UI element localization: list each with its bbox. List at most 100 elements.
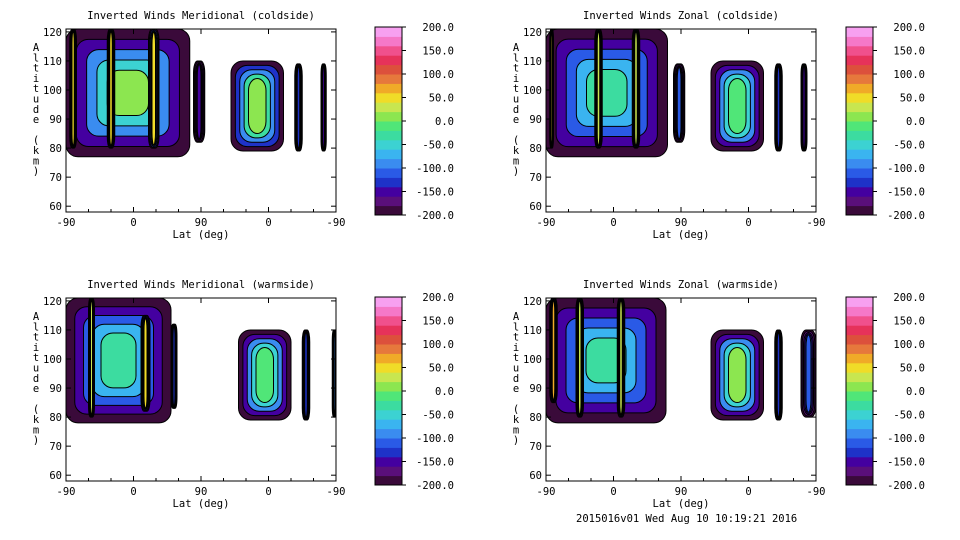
- colorbar-tick-label: 150.0: [422, 46, 454, 58]
- colorbar-swatch: [846, 372, 873, 383]
- colorbar-tick-label: 50.0: [900, 93, 925, 105]
- colorbar-swatch: [375, 391, 402, 401]
- data-layer: [546, 29, 808, 158]
- colorbar-swatch: [375, 334, 402, 345]
- data-band-6-ring-4: [805, 334, 812, 413]
- chart-panel-3: Inverted Winds Zonal (warmside) -90 0 90 0 -9…: [513, 279, 925, 510]
- colorbar-swatch: [846, 196, 873, 207]
- x-tick-label: -90: [57, 217, 76, 229]
- colorbar-tick-label: 0.0: [435, 116, 454, 128]
- colorbar-swatch: [846, 149, 873, 160]
- x-tick-label: 90: [195, 217, 208, 229]
- colorbar-swatch: [375, 409, 402, 420]
- chart-title: Inverted Winds Zonal (coldside): [583, 10, 779, 22]
- colorbar-swatch: [375, 362, 402, 373]
- colorbar-swatch: [375, 306, 402, 317]
- colorbar-swatch: [846, 325, 873, 336]
- colorbar-tick-label: -50.0: [422, 410, 454, 422]
- colorbar-swatch: [375, 186, 402, 197]
- y-tick-label: 80: [49, 412, 62, 424]
- chart-panel-1: Inverted Winds Zonal (coldside) -90 0 90 0 -9…: [513, 10, 925, 241]
- y-tick-label: 90: [529, 383, 542, 395]
- colorbar-swatch: [846, 353, 873, 364]
- x-tick-label: 0: [610, 217, 616, 229]
- colorbar-swatch: [846, 186, 873, 197]
- y-tick-label: 100: [43, 85, 62, 97]
- y-tick-label: 120: [43, 296, 62, 308]
- colorbar-tick-label: -100.0: [416, 163, 454, 175]
- colorbar-swatch: [846, 297, 873, 307]
- y-tick-label: 60: [529, 201, 542, 213]
- colorbar-swatch: [375, 74, 402, 84]
- data-band-4-ring-4: [196, 64, 202, 140]
- colorbar-swatch: [375, 102, 402, 113]
- colorbar-swatch: [846, 27, 873, 37]
- colorbar-swatch: [375, 456, 402, 467]
- colorbar-tick-label: -150.0: [416, 457, 454, 469]
- colorbar-swatch: [846, 419, 873, 430]
- data-band-7-ring-4: [322, 65, 325, 150]
- colorbar-tick-label: 100.0: [422, 339, 454, 351]
- colorbar-swatch: [375, 139, 402, 150]
- colorbar-tick-label: -200.0: [887, 480, 925, 492]
- y-tick-label: 60: [49, 201, 62, 213]
- colorbar: 200.0 150.0 100.0 50.0 0.0 -50.0 -100.0 -150.0 -…: [845, 292, 925, 492]
- colorbar-swatch: [846, 447, 873, 458]
- colorbar-tick-label: 200.0: [893, 22, 925, 34]
- colorbar-swatch: [846, 177, 873, 188]
- x-tick-label: 0: [265, 486, 271, 498]
- colorbar-swatch: [846, 83, 873, 94]
- chart-title: Inverted Winds Meridional (warmside): [87, 279, 315, 291]
- y-tick-label: 80: [529, 143, 542, 155]
- colorbar-swatch: [846, 205, 873, 216]
- colorbar-swatch: [375, 36, 402, 47]
- x-tick-label: -90: [537, 486, 556, 498]
- colorbar-tick-label: 0.0: [906, 116, 925, 128]
- chart-panel-2: Inverted Winds Meridional (warmside) -90 0…: [33, 279, 454, 510]
- x-tick-label: -90: [537, 217, 556, 229]
- colorbar-tick-label: -100.0: [887, 433, 925, 445]
- data-band-4-ring-4: [728, 346, 747, 404]
- y-tick-label: 120: [43, 27, 62, 39]
- colorbar-swatch: [375, 27, 402, 37]
- colorbar-swatch: [375, 438, 402, 448]
- colorbar-swatch: [375, 466, 402, 477]
- colorbar-tick-label: 200.0: [422, 22, 454, 34]
- data-band-4-ring-4: [676, 67, 682, 140]
- colorbar-tick-label: -150.0: [887, 457, 925, 469]
- colorbar-swatch: [375, 325, 402, 336]
- colorbar-swatch: [375, 315, 402, 326]
- colorbar-swatch: [375, 372, 402, 383]
- colorbar-swatch: [375, 111, 402, 122]
- colorbar-tick-label: -100.0: [416, 433, 454, 445]
- chart-panel-0: Inverted Winds Meridional (coldside) -90 0…: [33, 10, 454, 241]
- colorbar-tick-label: -200.0: [416, 210, 454, 222]
- colorbar-tick-label: -50.0: [422, 140, 454, 152]
- y-tick-label: 80: [529, 412, 542, 424]
- data-band-5-ring-4: [776, 331, 781, 419]
- colorbar-swatch: [846, 36, 873, 47]
- colorbar-tick-label: 100.0: [422, 69, 454, 81]
- colorbar-swatch: [375, 447, 402, 458]
- y-tick-label: 70: [529, 172, 542, 184]
- x-tick-label: 0: [265, 217, 271, 229]
- x-tick-label: -90: [327, 217, 346, 229]
- x-tick-label: -90: [57, 486, 76, 498]
- colorbar-swatch: [375, 196, 402, 207]
- colorbar-swatch: [375, 168, 402, 178]
- colorbar-swatch: [375, 428, 402, 439]
- x-tick-label: -90: [807, 217, 826, 229]
- colorbar-swatch: [846, 102, 873, 113]
- data-band-2-ring-4: [109, 31, 113, 147]
- colorbar-swatch: [846, 381, 873, 392]
- data-band-0-ring-4: [586, 69, 628, 117]
- data-band-7-ring-4: [802, 65, 806, 150]
- data-band-3-ring-4: [151, 32, 156, 146]
- colorbar-swatch: [375, 158, 402, 169]
- colorbar-tick-label: -200.0: [416, 480, 454, 492]
- data-band-3-ring-4: [634, 31, 638, 147]
- y-tick-label: 110: [523, 56, 542, 68]
- colorbar-swatch: [375, 177, 402, 188]
- colorbar-tick-label: -150.0: [416, 187, 454, 199]
